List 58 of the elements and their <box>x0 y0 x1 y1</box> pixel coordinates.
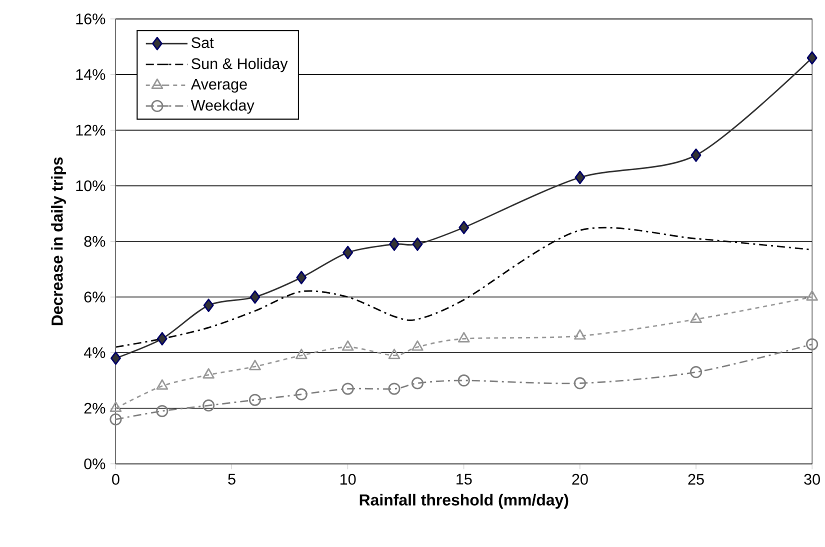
point <box>202 400 215 412</box>
point <box>388 348 400 360</box>
x-tick-label: 15 <box>456 474 472 485</box>
y-tick-label: 8% <box>84 236 106 247</box>
point <box>202 368 214 379</box>
point <box>411 377 424 390</box>
x-tick-label: 30 <box>804 474 820 485</box>
y-tick-label: 16% <box>76 14 106 25</box>
point <box>412 340 424 351</box>
point <box>156 379 168 390</box>
point <box>249 360 261 370</box>
point <box>458 332 470 343</box>
y-axis-title: Decrease in daily trips <box>51 158 66 326</box>
legend-label: Sun & Holiday <box>192 58 288 72</box>
point <box>806 51 818 65</box>
point <box>574 170 586 184</box>
y-tick-label: 6% <box>84 292 106 303</box>
legend-label: Weekday <box>190 100 254 114</box>
point <box>690 312 702 324</box>
y-tick-label: 2% <box>84 403 106 414</box>
point <box>248 394 262 406</box>
point <box>690 366 702 378</box>
x-axis-title: Rainfall threshold (mm/day) <box>360 494 568 509</box>
x-tick-label: 25 <box>688 474 704 485</box>
point <box>295 348 308 360</box>
x-tick-label: 0 <box>112 474 120 485</box>
point <box>110 352 121 366</box>
point <box>412 238 423 252</box>
point <box>690 148 702 162</box>
point <box>388 382 400 396</box>
x-tick-label: 20 <box>572 474 588 485</box>
legend-label: Sat <box>192 37 214 48</box>
point <box>296 271 307 284</box>
point <box>110 413 122 426</box>
point <box>342 246 354 260</box>
y-tick-label: 0% <box>84 458 106 470</box>
y-tick-label: 10% <box>76 180 106 192</box>
point <box>342 340 354 351</box>
point <box>156 405 168 418</box>
point <box>342 382 354 396</box>
point <box>110 402 122 412</box>
y-tick-label: 12% <box>76 124 106 136</box>
point <box>806 290 818 301</box>
point <box>203 298 214 312</box>
point <box>295 388 308 401</box>
legend-label: Average <box>190 79 247 93</box>
point <box>806 338 818 351</box>
y-tick-label: 4% <box>84 347 106 358</box>
point <box>458 220 470 234</box>
x-tick-label: 5 <box>228 474 236 485</box>
point <box>250 290 260 304</box>
point <box>574 377 586 390</box>
point <box>574 329 586 340</box>
y-tick-label: 14% <box>76 69 106 80</box>
point <box>458 374 470 387</box>
x-tick-label: 10 <box>340 474 356 485</box>
point <box>389 238 400 252</box>
point <box>156 332 168 346</box>
